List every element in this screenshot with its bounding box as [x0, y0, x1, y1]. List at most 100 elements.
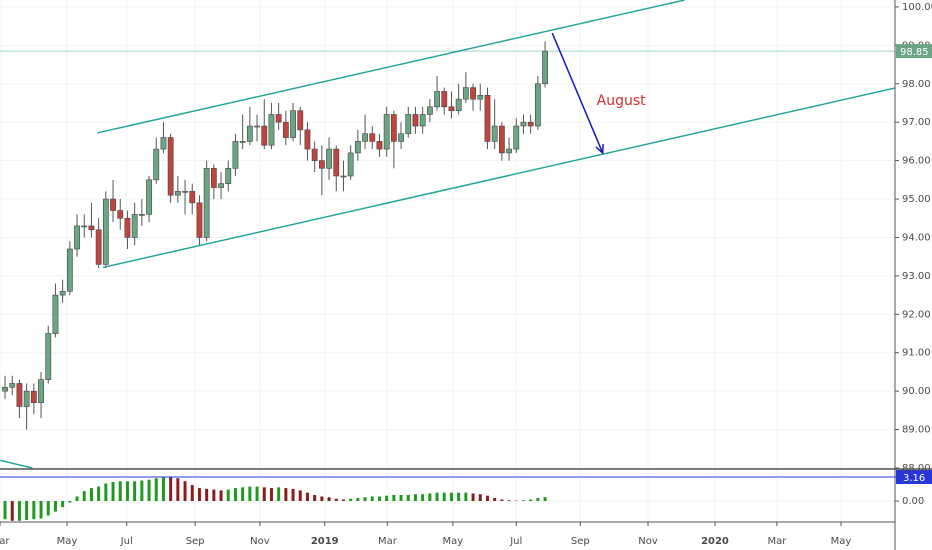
- histogram-bar: [255, 486, 259, 502]
- trend-line: [0, 459, 33, 469]
- y-tick-label: 100.00: [902, 2, 932, 13]
- candle-body: [153, 148, 160, 181]
- candle-body: [498, 125, 505, 154]
- y-tick-label: 90.00: [902, 386, 931, 397]
- histogram-bar: [82, 491, 86, 502]
- candle-body: [354, 141, 361, 154]
- y-tick-label: 98.00: [902, 79, 931, 90]
- candle-body: [95, 229, 102, 265]
- x-tick-label: Nov: [250, 536, 270, 547]
- level-label: 3.16: [903, 473, 925, 484]
- histogram-bar: [421, 494, 425, 502]
- histogram-bar: [32, 501, 36, 520]
- histogram-bar: [269, 488, 273, 502]
- x-tick-label: Mar: [767, 536, 787, 547]
- candle-body: [268, 114, 275, 146]
- x-tick-label: Sep: [186, 536, 205, 547]
- histogram-bar: [449, 492, 453, 502]
- histogram-bar: [277, 487, 281, 502]
- candle-body: [513, 125, 520, 150]
- candle-body: [542, 50, 548, 85]
- histogram-bar: [363, 497, 367, 502]
- candle-body: [23, 390, 30, 407]
- histogram-bar: [3, 501, 7, 520]
- y-tick-label: 93.00: [902, 271, 931, 282]
- candle-body: [290, 110, 296, 138]
- histogram-bar: [89, 488, 93, 502]
- histogram-bar: [313, 494, 317, 502]
- candle-body: [88, 225, 95, 231]
- histogram-bar: [356, 497, 360, 502]
- histogram-bar: [385, 495, 389, 502]
- candle-body: [304, 129, 311, 150]
- candle-body: [455, 98, 462, 111]
- candle-body: [30, 390, 37, 403]
- candle-body: [462, 87, 469, 100]
- histogram-bar: [140, 480, 144, 502]
- histogram-bar: [219, 490, 223, 502]
- candle-body: [484, 94, 491, 142]
- candle-body: [275, 114, 282, 123]
- histogram-bar: [10, 501, 14, 521]
- y-tick-label: 95.00: [902, 194, 931, 205]
- histogram-bar: [341, 499, 345, 502]
- candle-body: [160, 137, 167, 150]
- histogram-bar: [97, 486, 101, 502]
- histogram-bar: [413, 494, 417, 502]
- x-tick-label: May: [831, 536, 852, 547]
- y-tick-label: 89.00: [902, 425, 931, 436]
- x-tick-label: Jul: [120, 536, 133, 547]
- histogram-bar: [75, 496, 79, 502]
- histogram-bar: [61, 501, 65, 508]
- x-tick-label: Mar: [378, 536, 398, 547]
- candle-body: [174, 191, 181, 196]
- histogram-bar: [161, 476, 165, 502]
- arrow-head: [595, 143, 604, 155]
- histogram-bar: [183, 481, 187, 502]
- candle-body: [412, 114, 419, 127]
- candle-body: [318, 160, 325, 169]
- histogram-bar: [241, 487, 245, 502]
- y-tick-label: 94.00: [902, 232, 931, 243]
- candle-body: [369, 133, 376, 142]
- y-tick-label: 0.00: [902, 496, 924, 507]
- histogram-bar: [464, 492, 468, 502]
- histogram-bar: [147, 479, 151, 502]
- histogram-bar: [500, 499, 504, 502]
- candle-body: [470, 87, 476, 100]
- histogram-bar: [39, 501, 43, 519]
- histogram-bar: [493, 497, 497, 502]
- candle-body: [45, 333, 52, 380]
- histogram-bar: [327, 497, 331, 502]
- histogram-bar: [291, 488, 295, 502]
- candle-body: [131, 214, 138, 238]
- candle-body: [390, 114, 397, 142]
- x-tick-label: Mar: [0, 536, 10, 547]
- histogram-bar: [334, 498, 338, 502]
- histogram-bar: [25, 501, 29, 521]
- candle-body: [326, 148, 332, 169]
- candle-body: [124, 217, 131, 238]
- histogram-bar: [370, 496, 374, 502]
- candle-body: [477, 94, 484, 100]
- candle-body: [491, 125, 498, 142]
- trend-line: [102, 87, 896, 269]
- candle-body: [146, 179, 152, 215]
- histogram-bar: [442, 492, 446, 502]
- y-tick-label: 97.00: [902, 117, 931, 128]
- histogram-bar: [104, 483, 108, 502]
- histogram-bar: [248, 486, 252, 502]
- histogram-bar: [543, 497, 547, 502]
- histogram-bar: [406, 494, 410, 502]
- candle-body: [9, 383, 16, 388]
- candle-body: [102, 198, 109, 265]
- candle-body: [210, 167, 217, 188]
- histogram-bar: [205, 488, 209, 502]
- candle-body: [239, 141, 246, 143]
- histogram-bar: [154, 478, 158, 502]
- candle-body: [261, 125, 268, 146]
- histogram-bar: [536, 497, 540, 502]
- histogram-bar: [133, 481, 137, 502]
- histogram-bar: [111, 482, 115, 502]
